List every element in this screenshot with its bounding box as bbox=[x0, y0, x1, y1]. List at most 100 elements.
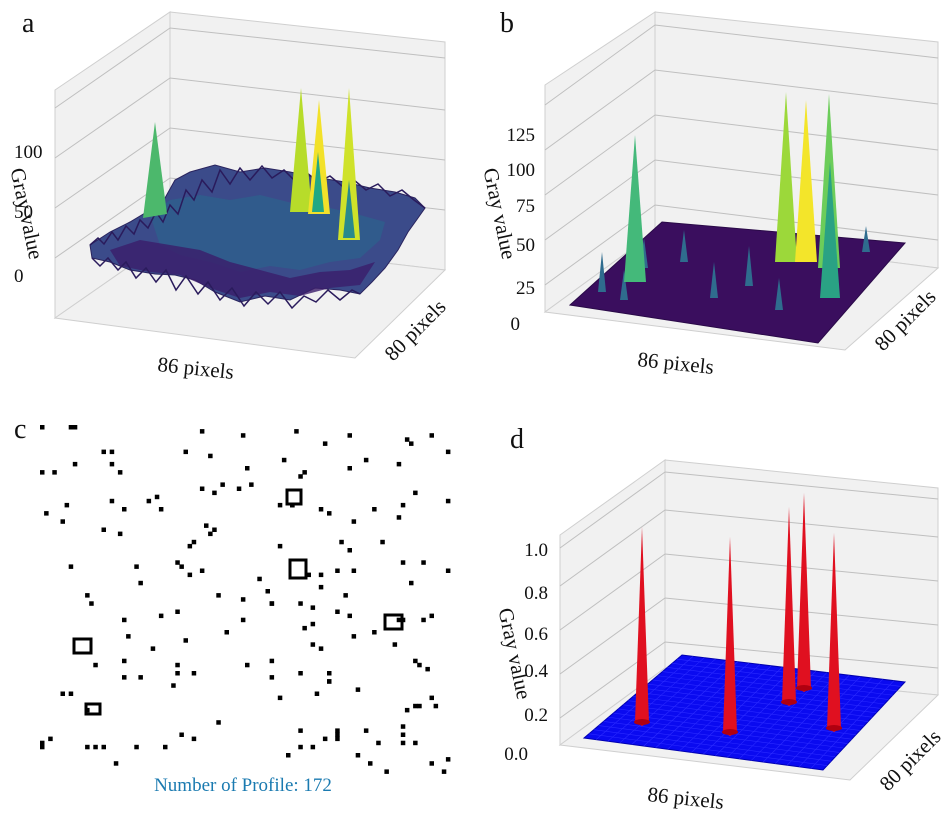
panel-c-pixel bbox=[191, 736, 197, 742]
panel-c-pixel bbox=[199, 486, 205, 491]
panel-c-pixel bbox=[298, 601, 303, 606]
panel-c-pixel bbox=[294, 429, 299, 434]
panel-d-ztick: 1.0 bbox=[524, 540, 548, 561]
panel-c-pixel bbox=[175, 662, 180, 668]
panel-c-pixel bbox=[265, 589, 270, 594]
panel-c-pixel bbox=[429, 613, 434, 619]
panel-c-pixel bbox=[302, 470, 307, 475]
panel-c-pixel bbox=[298, 744, 303, 750]
panel-c-pixel bbox=[101, 744, 106, 750]
panel-c-pixel bbox=[269, 675, 275, 680]
panel-d-peaks bbox=[634, 493, 842, 736]
panel-c-pixel bbox=[93, 662, 98, 668]
panel-c-pixel bbox=[322, 736, 328, 742]
panel-c-pixel bbox=[429, 695, 434, 701]
panel-c-pixel bbox=[392, 642, 398, 647]
panel-c-pixel bbox=[208, 531, 213, 537]
panel-c-pixel bbox=[236, 486, 242, 491]
panel-c-pixel bbox=[322, 441, 328, 446]
panel-a-peaks bbox=[143, 88, 360, 240]
panel-c-pixel bbox=[335, 728, 340, 733]
panel-c-pixel bbox=[298, 474, 303, 479]
panel-c-pixel bbox=[343, 593, 348, 598]
panel-c-pixel bbox=[376, 740, 381, 746]
panel-c-pixel bbox=[138, 675, 143, 680]
panel-c-pixel bbox=[372, 630, 377, 635]
panel-c-pixel bbox=[224, 630, 229, 635]
panel-c-pixel bbox=[113, 761, 119, 766]
panel-c-pixel bbox=[363, 728, 369, 733]
panel-b-peak bbox=[624, 135, 646, 282]
panel-c-pixel bbox=[409, 580, 414, 586]
panel-c-pixel bbox=[48, 736, 53, 742]
panel-c-pixel bbox=[425, 666, 430, 672]
panel-c-pixel bbox=[117, 470, 123, 475]
panel-b-small-spikes bbox=[598, 226, 870, 310]
panel-c-pixel bbox=[429, 433, 434, 438]
panel-c-pixel bbox=[413, 740, 418, 746]
panel-c-pixel bbox=[417, 703, 422, 709]
panel-c-pixel bbox=[212, 527, 217, 532]
panel-c-pixel bbox=[404, 707, 410, 713]
panel-c-pixel bbox=[216, 593, 221, 598]
panel-c-pixel bbox=[64, 502, 70, 508]
panel-c-pixel bbox=[40, 744, 45, 750]
panel-d-zlabel: Gray value bbox=[493, 606, 536, 702]
panel-c-pixel bbox=[199, 568, 205, 573]
panel-c-pixel bbox=[191, 671, 197, 676]
panel-c-pixel bbox=[310, 642, 316, 647]
panel-c-pixel bbox=[134, 744, 139, 750]
panel-c-pixel bbox=[40, 470, 45, 475]
panel-c-pixel bbox=[240, 617, 246, 623]
panel-b-gridlines bbox=[544, 24, 939, 286]
panel-c-pixel bbox=[396, 461, 402, 467]
panel-c-pixel bbox=[417, 662, 422, 668]
panel-c-rings bbox=[72, 488, 404, 716]
panel-b-ztick: 0 bbox=[511, 314, 521, 335]
panel-c-ring bbox=[84, 702, 102, 716]
panel-b-ztick: 125 bbox=[507, 125, 536, 146]
panel-c-pixel bbox=[191, 539, 197, 545]
panel-b-ztick: 25 bbox=[516, 278, 535, 299]
panel-c-pixel bbox=[421, 560, 426, 565]
panel-c: c Number of Profile: 172 bbox=[14, 414, 451, 796]
panel-c-pixel bbox=[122, 658, 127, 664]
panel-a-peak bbox=[308, 100, 330, 214]
panel-c-pixel bbox=[400, 502, 406, 508]
panel-d-xlabel: 86 pixels bbox=[646, 782, 725, 814]
panel-c-pixel bbox=[347, 433, 352, 438]
panel-c-pixel bbox=[400, 740, 406, 746]
panel-c-pixel bbox=[372, 507, 377, 512]
panel-c-pixel bbox=[355, 753, 361, 758]
panel-b: b 0 25 50 75 100 125 Gra bbox=[478, 8, 940, 379]
panel-c-pixel bbox=[368, 761, 373, 766]
panel-c-pixel bbox=[89, 601, 94, 606]
panel-c-pixel bbox=[187, 572, 193, 578]
panel-c-pixel bbox=[314, 691, 320, 696]
panel-b-ztick: 100 bbox=[507, 160, 536, 181]
panel-c-pixel bbox=[429, 761, 434, 766]
panel-c-pixel bbox=[445, 498, 451, 504]
panel-b-letter: b bbox=[500, 8, 514, 39]
panel-a-xlabel: 86 pixels bbox=[156, 352, 235, 384]
panel-c-pixel bbox=[327, 671, 332, 676]
panel-b-peak bbox=[775, 92, 797, 262]
panel-c-pixel bbox=[335, 736, 340, 742]
panel-c-pixel bbox=[183, 449, 188, 455]
panel-c-pixel bbox=[245, 466, 250, 471]
panel-c-pixel bbox=[163, 744, 168, 750]
panel-c-pixel bbox=[183, 638, 188, 643]
panel-c-pixel bbox=[318, 584, 324, 590]
panel-d-ztick: 0.4 bbox=[524, 661, 548, 682]
panel-c-pixel bbox=[339, 539, 344, 545]
panel-c-pixel bbox=[347, 613, 352, 619]
panel-c-pixel bbox=[257, 576, 262, 582]
panel-d-peak bbox=[797, 493, 811, 692]
panel-c-pixel bbox=[409, 441, 414, 446]
panel-c-pixel bbox=[199, 429, 205, 434]
panel-c-pixel bbox=[327, 511, 332, 516]
panel-d-surface bbox=[582, 654, 907, 771]
panel-c-pixel bbox=[269, 601, 275, 606]
panel-a-ztick: 100 bbox=[14, 142, 43, 163]
panel-c-pixel bbox=[318, 572, 324, 578]
